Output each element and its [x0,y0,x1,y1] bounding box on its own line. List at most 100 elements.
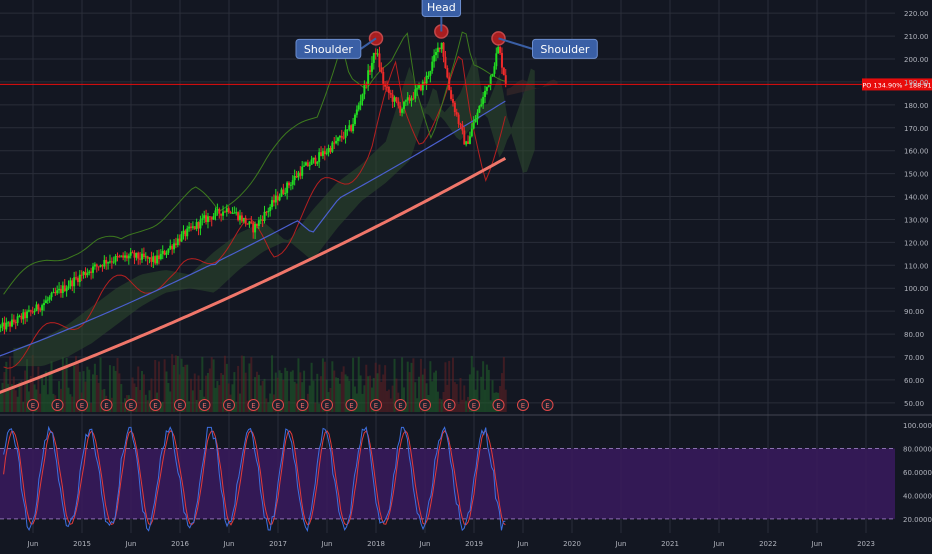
candle-body [129,252,132,256]
candle-body [135,252,138,258]
candle-body [299,172,302,176]
candle-body [395,97,398,102]
volume-bar [380,381,383,412]
volume-bar [220,373,223,412]
volume-bar [446,384,449,412]
candle-body [248,221,251,225]
volume-bar [402,387,405,412]
candle-body [244,217,247,224]
volume-bar [118,373,121,412]
candle-body [16,316,19,323]
candle-body [325,152,328,155]
volume-bar [1,382,4,412]
volume-bar [61,357,64,412]
annotation-box [532,38,598,59]
earnings-letter: E [251,402,255,410]
oscillator-tick-label: 20.0000 [903,516,932,524]
volume-bar [212,359,215,412]
volume-bar [154,359,157,412]
volume-bar [410,362,413,412]
candle-body [173,243,176,250]
candle-body [308,164,311,167]
candle-body [470,128,473,137]
volume-bar [5,361,8,412]
annotation-label: Head [427,1,456,14]
time-tick-label: 2017 [269,540,287,548]
candle-body [131,252,134,254]
volume-bar [476,370,479,412]
volume-bar [295,383,298,412]
candle-body [63,285,66,292]
candle-body [84,271,87,276]
candle-body [246,223,249,225]
volume-bar [288,400,291,412]
earnings-letter: E [398,402,402,410]
earnings-marker: E [198,399,211,411]
candle-body [352,124,355,132]
candle-body [125,255,128,259]
volume-bar [144,394,147,412]
volume-bar [146,400,149,412]
candle-body [421,81,424,91]
candle-body [484,90,487,97]
price-tick-label: 200.00 [904,56,929,64]
candle-body [448,77,451,91]
moving-averages [0,100,507,394]
earnings-circle [296,399,309,411]
volume-bar [171,354,174,412]
candle-body [240,215,243,222]
candle-body [210,217,213,220]
volume-bar [284,367,287,412]
volume-bar [239,393,242,412]
candle-body [306,162,309,167]
volume-bar [393,358,396,412]
candle-body [86,273,89,276]
volume-bar [333,370,336,412]
volume-bar [278,370,281,412]
volume-bar [436,391,439,412]
candle-body [101,265,104,267]
candle-body [442,42,445,57]
candle-body [157,255,160,260]
volume-bar [84,381,87,412]
candle-body [472,122,475,129]
candle-body [259,219,262,221]
earnings-marker: E [345,399,358,411]
candle-body [59,288,62,294]
volume-bar [401,357,404,412]
earnings-letter: E [178,402,182,410]
volume-bar [374,362,377,412]
candle-body [252,222,255,233]
candle-body [80,274,83,276]
candle-body [239,215,242,221]
volume-bar [359,375,362,412]
earnings-marker: E [149,399,162,411]
forward-cloud [506,79,558,96]
volume-bar [237,365,240,412]
volume-bar [303,370,306,412]
volume-bar [48,370,51,412]
volume-bar [214,387,217,412]
candle-body [220,213,223,216]
oscillator-panel [0,414,932,520]
volume-bar [484,389,487,412]
volume-bar [286,370,289,412]
volume-bar [97,382,100,412]
candle-body [37,304,40,310]
volume-bar [223,355,226,412]
candle-body [312,157,315,160]
volume-bar [12,376,15,412]
volume-bar [297,358,300,412]
candle-body [33,311,36,313]
earnings-letter: E [472,402,476,410]
volume-bar [248,363,251,412]
candle-body [205,215,208,223]
candle-body [333,142,336,144]
stoch-k-line [3,425,506,533]
volume-bar [26,359,29,412]
volume-bar [76,361,79,412]
volume-bar [310,362,313,412]
candle-body [223,211,226,213]
